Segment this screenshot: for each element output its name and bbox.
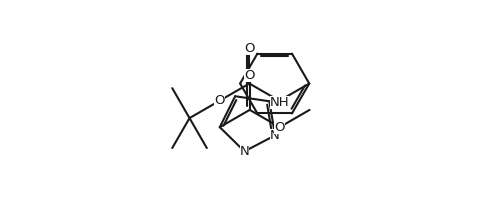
Text: O: O [274, 121, 285, 134]
Text: O: O [244, 69, 255, 82]
Text: O: O [214, 94, 224, 107]
Text: O: O [244, 42, 254, 55]
Text: N: N [240, 145, 250, 158]
Text: NH: NH [270, 96, 289, 109]
Text: N: N [270, 129, 280, 142]
